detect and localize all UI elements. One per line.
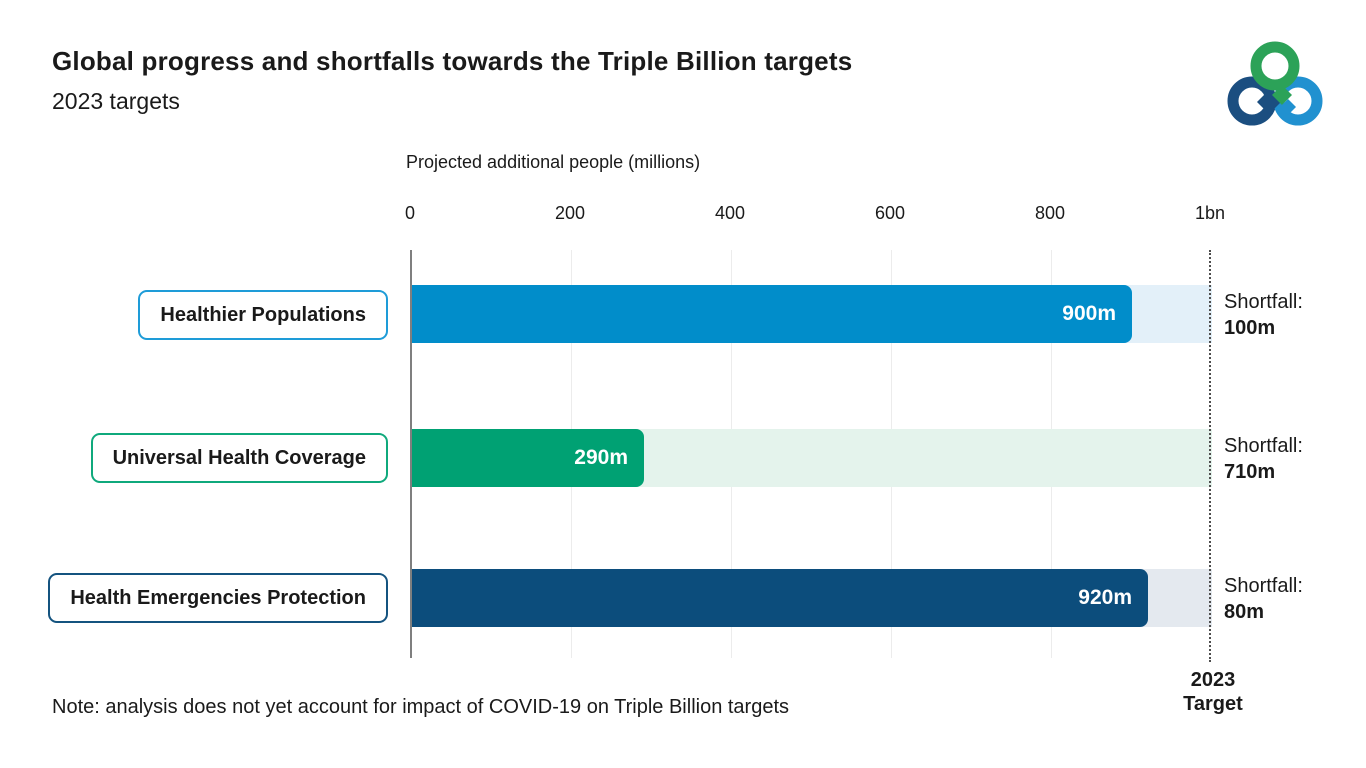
shortfall-band-health-emergencies-protection: 920m bbox=[412, 569, 1212, 627]
footnote: Note: analysis does not yet account for … bbox=[52, 696, 790, 718]
x-tick-200: 200 bbox=[554, 203, 586, 223]
category-label-healthier-populations: Healthier Populations bbox=[138, 290, 388, 340]
logo-center-diamond-blue bbox=[1280, 99, 1296, 115]
shortfall-annotation-universal-health-coverage: Shortfall: 710m bbox=[1224, 433, 1303, 485]
x-tick-1bn: 1bn bbox=[1194, 203, 1226, 223]
target-line-label: 2023 Target bbox=[1183, 669, 1243, 715]
x-tick-0: 0 bbox=[404, 203, 416, 223]
bar-healthier-populations: 900m bbox=[412, 285, 1132, 343]
logo-green-ring bbox=[1250, 41, 1300, 91]
category-label-text: Universal Health Coverage bbox=[112, 447, 366, 469]
page-subtitle: 2023 targets bbox=[52, 88, 180, 114]
x-tick-400: 400 bbox=[714, 203, 746, 223]
shortfall-value: 100m bbox=[1224, 317, 1276, 339]
bar-value-label: 900m bbox=[1062, 302, 1116, 325]
category-label-universal-health-coverage: Universal Health Coverage bbox=[90, 433, 388, 483]
category-label-text: Health Emergencies Protection bbox=[70, 587, 366, 609]
category-label-health-emergencies-protection: Health Emergencies Protection bbox=[48, 573, 388, 623]
bar-value-label: 920m bbox=[1078, 586, 1132, 609]
shortfall-annotation-healthier-populations: Shortfall: 100m bbox=[1224, 289, 1303, 341]
plot-area: 900m 290m 920m bbox=[410, 250, 1212, 658]
x-tick-600: 600 bbox=[874, 203, 906, 223]
shortfall-band-universal-health-coverage: 290m bbox=[412, 429, 1212, 487]
triple-billion-logo-icon bbox=[1222, 40, 1326, 138]
shortfall-prefix: Shortfall: bbox=[1224, 575, 1303, 597]
shortfall-band-healthier-populations: 900m bbox=[412, 285, 1212, 343]
shortfall-prefix: Shortfall: bbox=[1224, 291, 1303, 313]
shortfall-value: 710m bbox=[1224, 461, 1276, 483]
category-label-text: Healthier Populations bbox=[160, 304, 366, 326]
bar-universal-health-coverage: 290m bbox=[412, 429, 644, 487]
shortfall-prefix: Shortfall: bbox=[1224, 435, 1303, 457]
target-line-2023 bbox=[1209, 250, 1211, 662]
bar-value-label: 290m bbox=[574, 446, 628, 469]
shortfall-annotation-health-emergencies-protection: Shortfall: 80m bbox=[1224, 573, 1303, 625]
shortfall-value: 80m bbox=[1224, 601, 1265, 623]
x-axis-title: Projected additional people (millions) bbox=[406, 152, 701, 172]
x-tick-800: 800 bbox=[1034, 203, 1066, 223]
page-title: Global progress and shortfalls towards t… bbox=[52, 46, 853, 76]
bar-health-emergencies-protection: 920m bbox=[412, 569, 1148, 627]
